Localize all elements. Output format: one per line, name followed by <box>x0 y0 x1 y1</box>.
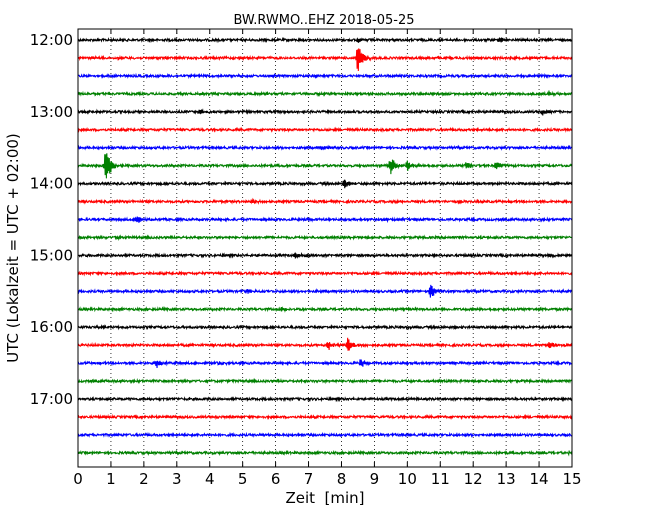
trace-line <box>77 337 573 351</box>
trace-line <box>77 324 573 331</box>
x-axis: 0 1 2 3 4 5 6 7 8 9 10 11 12 13 14 15 <box>73 29 582 488</box>
x-tick-label: 10 <box>398 470 417 488</box>
trace-line <box>77 216 573 224</box>
trace-line <box>77 36 573 44</box>
trace-line <box>77 305 573 313</box>
x-tick-label: 11 <box>431 470 450 488</box>
plot-frame <box>77 28 573 468</box>
x-tick-label: 7 <box>304 470 314 488</box>
x-tick-label: 14 <box>530 470 549 488</box>
trace-line <box>77 251 573 259</box>
trace-line <box>77 377 573 385</box>
trace-line <box>77 178 573 189</box>
trace-line <box>77 449 573 457</box>
x-tick-label: 13 <box>497 470 516 488</box>
trace-line <box>77 234 573 241</box>
trace-line <box>77 144 573 151</box>
trace-area <box>77 36 573 457</box>
y-axis-label: UTC (Lokalzeit = UTC + 02:00) <box>4 133 22 363</box>
x-tick-label: 1 <box>106 470 116 488</box>
trace-line <box>77 431 573 439</box>
x-tick-label: 3 <box>172 470 182 488</box>
trace-line <box>77 413 573 421</box>
x-tick-label: 8 <box>337 470 347 488</box>
trace-line <box>77 48 573 71</box>
y-tick-label: 16:00 <box>30 318 73 336</box>
x-tick-label: 12 <box>464 470 483 488</box>
trace-line <box>77 153 573 179</box>
x-tick-label: 4 <box>205 470 215 488</box>
trace-line <box>77 395 573 403</box>
x-axis-label: Zeit [min] <box>285 489 364 507</box>
trace-line <box>77 126 573 133</box>
trace-line <box>77 108 573 116</box>
chart-title: BW.RWMO..EHZ 2018-05-25 <box>233 13 414 28</box>
x-tick-label: 9 <box>370 470 380 488</box>
trace-line <box>77 72 573 80</box>
y-tick-label: 15:00 <box>30 246 73 264</box>
x-tick-label: 5 <box>238 470 248 488</box>
y-axis: 12:00 13:00 14:00 15:00 16:00 17:00 <box>30 31 572 408</box>
y-tick-label: 12:00 <box>30 31 73 49</box>
y-tick-label: 14:00 <box>30 175 73 193</box>
trace-line <box>77 284 573 298</box>
x-tick-label: 6 <box>271 470 281 488</box>
trace-line <box>77 270 573 277</box>
trace-line <box>77 359 573 369</box>
x-tick-label: 15 <box>562 470 581 488</box>
trace-line <box>77 197 573 205</box>
y-tick-label: 17:00 <box>30 390 73 408</box>
x-tick-label: 0 <box>73 470 83 488</box>
x-tick-label: 2 <box>139 470 149 488</box>
trace-line <box>77 90 573 98</box>
y-tick-label: 13:00 <box>30 103 73 121</box>
